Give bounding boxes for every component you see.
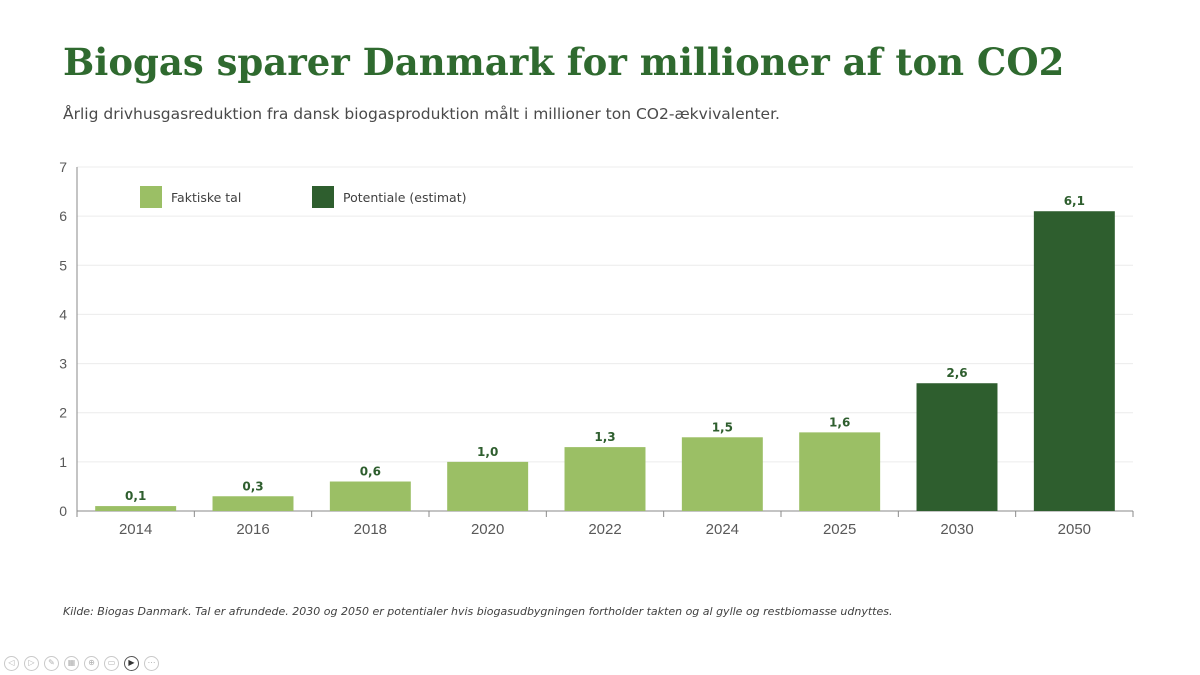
bar-2020	[447, 461, 529, 511]
x-tick-label-2016: 2016	[236, 521, 269, 538]
source-footnote: Kilde: Biogas Danmark. Tal er afrundede.…	[63, 605, 893, 618]
bar-2025	[799, 432, 881, 511]
legend-label-0: Faktiske tal	[171, 190, 241, 205]
data-label-2018: 0,6	[360, 465, 381, 479]
y-tick-label: 4	[59, 306, 67, 322]
x-tick-label-2025: 2025	[823, 521, 856, 538]
data-label-2022: 1,3	[594, 430, 615, 444]
data-label-2030: 2,6	[946, 366, 967, 380]
x-tick-label-2050: 2050	[1058, 521, 1091, 538]
y-tick-label: 7	[59, 159, 67, 175]
legend-swatch-0	[140, 186, 162, 208]
data-label-2020: 1,0	[477, 445, 498, 459]
slideshow-controls: ◁ ▷ ✎ ▦ ⊕ ▭ ▶ ⋯	[4, 654, 159, 672]
legend-label-1: Potentiale (estimat)	[343, 190, 467, 205]
legend-swatch-1	[312, 186, 334, 208]
bar-2018	[329, 481, 411, 511]
bar-2050	[1033, 211, 1115, 511]
x-tick-label-2030: 2030	[940, 521, 973, 538]
bar-2022	[564, 447, 646, 511]
bar-2024	[681, 437, 763, 511]
data-label-2024: 1,5	[712, 420, 733, 434]
bar-2016	[212, 496, 294, 511]
bar-chart: 0 1 2 3 4 5 6 7 0,1 2014 0,3 2016 0,6 2018 1,0 2020 1,3 2…	[59, 159, 1134, 538]
pen-icon[interactable]: ✎	[44, 655, 59, 671]
previous-slide-icon[interactable]: ◁	[4, 655, 19, 671]
data-label-2016: 0,3	[242, 479, 263, 493]
bar-2014	[95, 506, 177, 511]
y-tick-label: 2	[59, 405, 67, 421]
zoom-icon[interactable]: ⊕	[84, 655, 99, 671]
y-tick-label: 3	[59, 356, 67, 372]
x-tick-label-2020: 2020	[471, 521, 504, 538]
chart-title: Biogas sparer Danmark for millioner af t…	[63, 40, 1065, 84]
x-tick-label-2018: 2018	[354, 521, 387, 538]
data-label-2025: 1,6	[829, 415, 850, 429]
next-slide-icon[interactable]: ▷	[24, 655, 39, 671]
data-label-2050: 6,1	[1064, 194, 1085, 208]
y-tick-label: 0	[59, 503, 67, 519]
subtitles-icon[interactable]: ▭	[104, 655, 119, 671]
data-label-2014: 0,1	[125, 489, 146, 503]
slides-grid-icon[interactable]: ▦	[64, 655, 79, 671]
y-tick-label: 1	[59, 454, 67, 470]
chart-subtitle: Årlig drivhusgasreduktion fra dansk biog…	[63, 105, 780, 123]
more-options-icon[interactable]: ⋯	[144, 655, 159, 671]
x-tick-label-2024: 2024	[706, 521, 739, 538]
bar-2030	[916, 383, 998, 511]
x-tick-label-2022: 2022	[588, 521, 621, 538]
y-tick-label: 5	[59, 257, 67, 273]
x-tick-label-2014: 2014	[119, 521, 152, 538]
y-tick-label: 6	[59, 208, 67, 224]
camera-icon[interactable]: ▶	[124, 655, 139, 671]
